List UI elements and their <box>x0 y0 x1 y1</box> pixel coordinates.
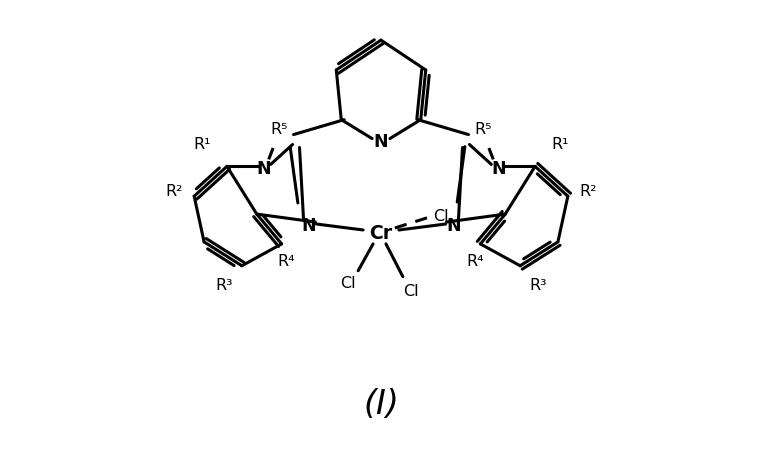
Text: R³: R³ <box>530 278 547 293</box>
Text: Cl: Cl <box>403 284 419 299</box>
Text: Cl: Cl <box>433 208 449 223</box>
Text: R⁴: R⁴ <box>278 254 295 269</box>
Text: R⁴: R⁴ <box>467 254 485 269</box>
Text: N: N <box>374 133 388 151</box>
Text: R²: R² <box>166 184 183 199</box>
Text: N: N <box>491 160 506 178</box>
Text: R¹: R¹ <box>193 137 211 152</box>
Text: R¹: R¹ <box>551 137 568 152</box>
Text: Cr: Cr <box>369 224 393 243</box>
Text: R⁵: R⁵ <box>270 122 288 137</box>
Text: R³: R³ <box>215 278 233 293</box>
Text: (I): (I) <box>363 389 399 421</box>
Text: N: N <box>256 160 271 178</box>
Text: Cl: Cl <box>340 276 356 291</box>
Text: N: N <box>446 217 461 235</box>
Text: R⁵: R⁵ <box>475 122 492 137</box>
Text: R²: R² <box>579 184 597 199</box>
Text: N: N <box>301 217 316 235</box>
